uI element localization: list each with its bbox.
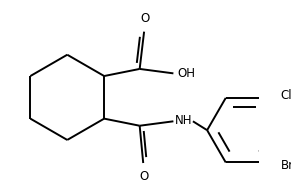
Text: Cl: Cl [281, 89, 291, 102]
Text: O: O [139, 170, 149, 183]
Text: OH: OH [177, 67, 195, 80]
Text: Br: Br [281, 159, 291, 172]
Text: NH: NH [175, 114, 193, 127]
Text: O: O [140, 12, 150, 24]
